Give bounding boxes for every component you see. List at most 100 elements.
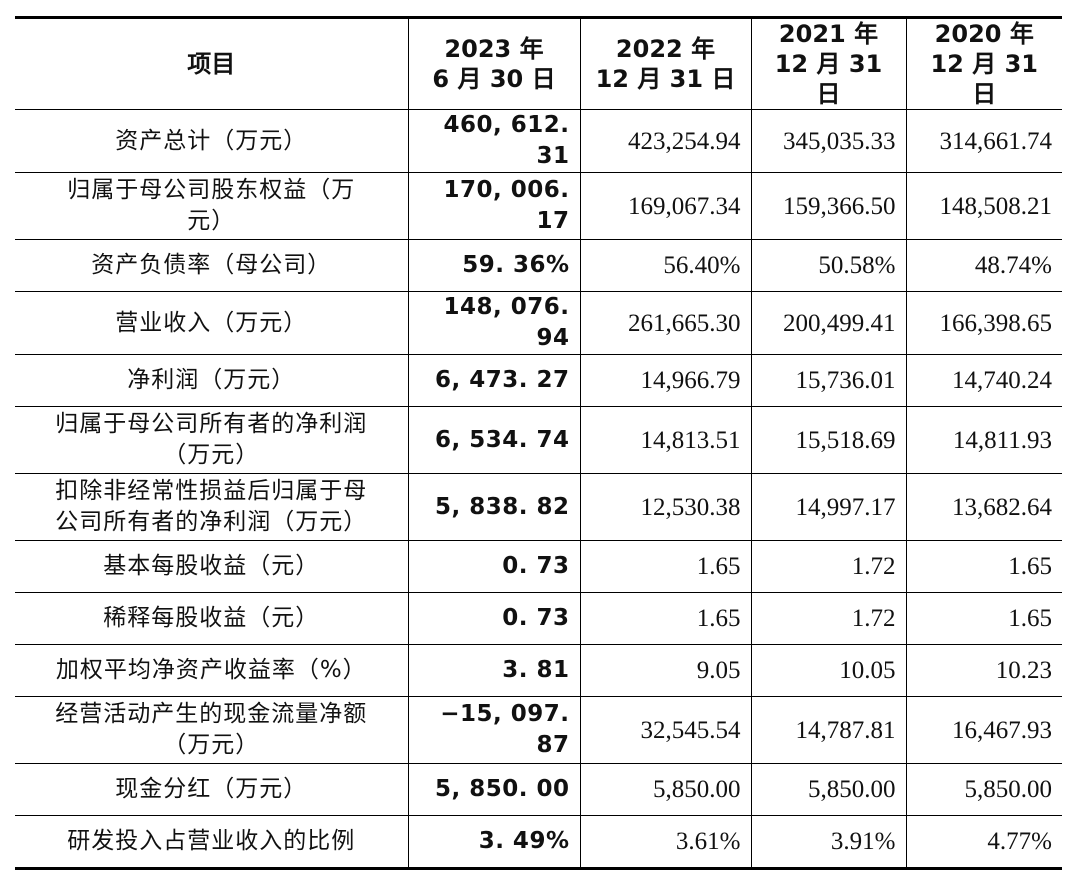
row-label-line: （万元） — [163, 442, 260, 468]
cell-2023-h1: 3. 49% — [407, 815, 581, 869]
row-label-line: 公司所有者的净利润（万元） — [55, 509, 368, 535]
row-label-line: 现金分红（万元） — [115, 776, 308, 802]
cell-2021: 10.05 — [750, 644, 907, 697]
table-row: 现金分红（万元） 5, 850. 00 5,850.00 5,850.00 5,850.… — [15, 763, 1062, 816]
header-2020: 2020 年 12 月 31 日 — [905, 17, 1062, 110]
cell-2022: 14,813.51 — [579, 406, 752, 474]
row-label-line: 营业收入（万元） — [115, 309, 308, 336]
row-label: 资产负债率（母公司） — [15, 239, 409, 292]
row-label-line: 资产负债率（母公司） — [91, 252, 332, 278]
cell-2021: 15,736.01 — [750, 354, 907, 407]
cell-2023-h1: 5, 838. 82 — [407, 473, 581, 541]
cell-2023-h1: 6, 473. 27 — [407, 354, 581, 407]
row-label: 资产总计（万元） — [15, 109, 409, 173]
table-row: 归属于母公司股东权益（万 元） 170, 006. 17 169,067.34 159,… — [15, 172, 1062, 240]
table-row: 研发投入占营业收入的比例 3. 49% 3.61% 3.91% 4.77% — [15, 815, 1062, 869]
cell-2020: 14,811.93 — [905, 406, 1062, 474]
cell-2023-h1: 170, 006. 17 — [407, 172, 581, 240]
row-label-line: 归属于母公司所有者的净利润 — [55, 411, 368, 437]
header-item: 项目 — [15, 17, 409, 110]
cell-2021: 345,035.33 — [750, 109, 907, 173]
cell-2023-h1: 460, 612. 31 — [407, 109, 581, 173]
cell-2022: 1.65 — [579, 592, 752, 645]
cell-2021: 5,850.00 — [750, 763, 907, 816]
cell-2020: 13,682.64 — [905, 473, 1062, 541]
cell-2021: 1.72 — [750, 592, 907, 645]
row-label-line: 稀释每股收益（元） — [103, 605, 320, 631]
header-row: 项目 2023 年 6 月 30 日 2022 年 12 月 31 日 2021… — [15, 17, 1062, 110]
row-label-line: 扣除非经常性损益后归属于母 — [55, 478, 368, 504]
cell-2022: 169,067.34 — [579, 172, 752, 240]
cell-2022: 261,665.30 — [579, 291, 752, 355]
cell-2021: 14,787.81 — [750, 696, 907, 764]
cell-2020: 48.74% — [905, 239, 1062, 292]
cell-2023-h1: 0. 73 — [407, 540, 581, 593]
table-row: 资产负债率（母公司） 59. 36% 56.40% 50.58% 48.74% — [15, 239, 1062, 292]
cell-2022: 32,545.54 — [579, 696, 752, 764]
cell-2023-h1: 3. 81 — [407, 644, 581, 697]
cell-2022: 56.40% — [579, 239, 752, 292]
cell-2022: 14,966.79 — [579, 354, 752, 407]
cell-2022: 1.65 — [579, 540, 752, 593]
row-label-line: 经营活动产生的现金流量净额 — [55, 701, 368, 727]
row-label: 现金分红（万元） — [15, 763, 409, 816]
row-label-line: （万元） — [163, 732, 260, 758]
financial-summary-table: 项目 2023 年 6 月 30 日 2022 年 12 月 31 日 2021… — [15, 16, 1062, 870]
cell-2023-h1: 59. 36% — [407, 239, 581, 292]
table-row: 净利润（万元） 6, 473. 27 14,966.79 15,736.01 14,74… — [15, 354, 1062, 407]
cell-2020: 148,508.21 — [905, 172, 1062, 240]
table-row: 资产总计（万元） 460, 612. 31 423,254.94 345,035.33… — [15, 109, 1062, 173]
row-label-line: 净利润（万元） — [127, 367, 296, 393]
cell-2023-h1: 6, 534. 74 — [407, 406, 581, 474]
cell-2020: 4.77% — [905, 815, 1062, 869]
cell-2022: 12,530.38 — [579, 473, 752, 541]
row-label-line: 元） — [187, 208, 236, 234]
cell-2021: 15,518.69 — [750, 406, 907, 474]
header-2022: 2022 年 12 月 31 日 — [579, 17, 752, 110]
row-label: 基本每股收益（元） — [15, 540, 409, 593]
table-row: 加权平均净资产收益率（%） 3. 81 9.05 10.05 10.23 — [15, 644, 1062, 697]
table-body: 资产总计（万元） 460, 612. 31 423,254.94 345,035.33… — [15, 109, 1062, 869]
cell-2021: 14,997.17 — [750, 473, 907, 541]
cell-2021: 1.72 — [750, 540, 907, 593]
table-row: 归属于母公司所有者的净利润 （万元） 6, 534. 74 14,813.51 15,5… — [15, 406, 1062, 474]
table-row: 基本每股收益（元） 0. 73 1.65 1.72 1.65 — [15, 540, 1062, 593]
cell-2020: 1.65 — [905, 540, 1062, 593]
table-row: 稀释每股收益（元） 0. 73 1.65 1.72 1.65 — [15, 592, 1062, 645]
table-row: 经营活动产生的现金流量净额 （万元） −15, 097. 87 32,545.54 14… — [15, 696, 1062, 764]
row-label: 营业收入（万元） — [15, 291, 409, 355]
cell-2020: 10.23 — [905, 644, 1062, 697]
cell-2021: 50.58% — [750, 239, 907, 292]
cell-2022: 3.61% — [579, 815, 752, 869]
cell-2020: 14,740.24 — [905, 354, 1062, 407]
cell-2020: 314,661.74 — [905, 109, 1062, 173]
row-label-line: 研发投入占营业收入的比例 — [67, 828, 356, 854]
row-label: 加权平均净资产收益率（%） — [15, 644, 409, 697]
cell-2023-h1: 148, 076. 94 — [407, 291, 581, 355]
row-label: 归属于母公司股东权益（万 元） — [15, 172, 409, 240]
cell-2020: 1.65 — [905, 592, 1062, 645]
cell-2022: 5,850.00 — [579, 763, 752, 816]
table-header: 项目 2023 年 6 月 30 日 2022 年 12 月 31 日 2021… — [15, 17, 1062, 110]
cell-2021: 159,366.50 — [750, 172, 907, 240]
cell-2020: 5,850.00 — [905, 763, 1062, 816]
header-2023-h1: 2023 年 6 月 30 日 — [407, 17, 581, 110]
table-row: 扣除非经常性损益后归属于母 公司所有者的净利润（万元） 5, 838. 82 12,5… — [15, 473, 1062, 541]
cell-2023-h1: −15, 097. 87 — [407, 696, 581, 764]
row-label-line: 资产总计（万元） — [115, 127, 308, 154]
row-label: 研发投入占营业收入的比例 — [15, 815, 409, 869]
header-2021: 2021 年 12 月 31 日 — [750, 17, 907, 110]
row-label-line: 加权平均净资产收益率（%） — [55, 657, 367, 683]
row-label-line: 归属于母公司股东权益（万 — [67, 177, 356, 203]
row-label: 净利润（万元） — [15, 354, 409, 407]
cell-2023-h1: 5, 850. 00 — [407, 763, 581, 816]
table-row: 营业收入（万元） 148, 076. 94 261,665.30 200,499.41… — [15, 291, 1062, 355]
row-label: 稀释每股收益（元） — [15, 592, 409, 645]
cell-2020: 166,398.65 — [905, 291, 1062, 355]
cell-2020: 16,467.93 — [905, 696, 1062, 764]
row-label: 归属于母公司所有者的净利润 （万元） — [15, 406, 409, 474]
cell-2022: 9.05 — [579, 644, 752, 697]
cell-2021: 3.91% — [750, 815, 907, 869]
cell-2022: 423,254.94 — [579, 109, 752, 173]
cell-2023-h1: 0. 73 — [407, 592, 581, 645]
